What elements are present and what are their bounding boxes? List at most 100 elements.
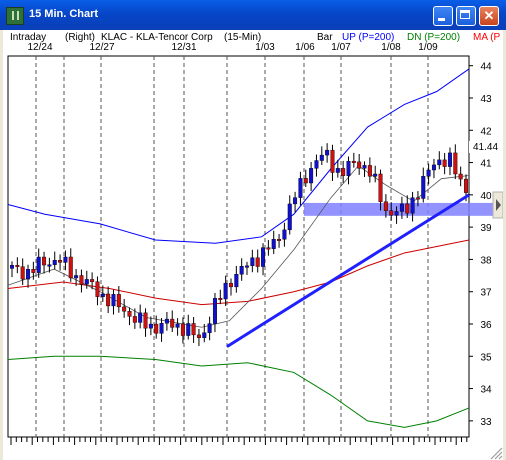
maximize-button[interactable] bbox=[456, 6, 476, 26]
x-tick-label: 1/03 bbox=[255, 42, 275, 53]
candle-up bbox=[164, 318, 169, 324]
last-price-box bbox=[469, 141, 503, 153]
candle-up bbox=[47, 264, 52, 267]
bar-legend-label: Bar bbox=[317, 32, 333, 43]
candle-down bbox=[351, 160, 356, 163]
y-tick-label: 40 bbox=[480, 191, 492, 202]
candle-down bbox=[357, 161, 362, 169]
window-title: 15 Min. Chart bbox=[29, 8, 99, 20]
candle-up bbox=[175, 323, 180, 328]
candle-up bbox=[319, 154, 324, 161]
candle-down bbox=[122, 306, 127, 312]
ma-line bbox=[7, 239, 470, 306]
candle-down bbox=[31, 269, 36, 273]
candle-down bbox=[196, 334, 201, 338]
x-date-labels: 12/24 12/27 12/31 1/03 1/06 1/07 1/08 1/09 bbox=[27, 42, 438, 53]
y-tick-label: 35 bbox=[480, 352, 492, 363]
last-price-marker: 41.44 bbox=[469, 141, 503, 153]
candle-up bbox=[346, 160, 351, 176]
candle-down bbox=[266, 247, 271, 250]
x-axis bbox=[10, 437, 468, 445]
vertical-grid bbox=[35, 56, 429, 437]
price-chart[interactable]: Intraday (Right) KLAC - KLA-Tencor Corp … bbox=[3, 30, 503, 460]
minimize-button[interactable] bbox=[433, 6, 453, 26]
candle-down bbox=[58, 260, 63, 263]
candle-up bbox=[325, 149, 330, 156]
mode-label: Intraday bbox=[10, 32, 46, 43]
candle-up bbox=[431, 164, 436, 171]
candle-down bbox=[116, 294, 121, 308]
candle-down bbox=[106, 293, 111, 307]
candle-down bbox=[415, 197, 420, 200]
plot-frame bbox=[7, 55, 470, 438]
candle-up bbox=[362, 165, 367, 169]
candle-down bbox=[154, 323, 159, 334]
scroll-right-arrow[interactable] bbox=[492, 191, 503, 219]
candle-down bbox=[191, 323, 196, 336]
close-icon: ✕ bbox=[483, 8, 495, 23]
y-tick-label: 37 bbox=[480, 288, 492, 299]
chart-app-icon[interactable] bbox=[6, 7, 24, 25]
y-tick-label: 41 bbox=[480, 159, 492, 170]
candle-up bbox=[36, 256, 41, 273]
x-tick-label: 12/31 bbox=[171, 42, 196, 53]
dn-band-line bbox=[7, 355, 470, 428]
candle-down bbox=[68, 256, 73, 279]
x-tick-label: 1/07 bbox=[331, 42, 351, 53]
candle-up bbox=[410, 197, 415, 214]
chevron-right-icon bbox=[496, 199, 501, 211]
ma-legend-label: MA (P bbox=[473, 32, 501, 43]
close-button[interactable]: ✕ bbox=[479, 6, 499, 26]
axis-side-label: (Right) bbox=[65, 32, 95, 43]
candle-down bbox=[132, 316, 137, 323]
candle-up bbox=[148, 323, 153, 329]
candle-up bbox=[186, 323, 191, 336]
candle-up bbox=[335, 168, 340, 173]
candle-up bbox=[282, 229, 287, 240]
last-price-label: 41.44 bbox=[473, 142, 498, 153]
candle-up bbox=[447, 152, 452, 167]
up-band-line bbox=[7, 68, 470, 244]
candle-up bbox=[26, 269, 31, 280]
trendline-group[interactable] bbox=[226, 193, 470, 348]
candle-up bbox=[293, 197, 298, 205]
candle-down bbox=[95, 281, 100, 297]
resize-grip-icon[interactable] bbox=[489, 446, 503, 460]
y-tick-label: 36 bbox=[480, 320, 492, 331]
dn-legend-label: DN (P=200) bbox=[407, 32, 460, 43]
candle-down bbox=[464, 178, 469, 193]
y-tick-labels: 33 34 35 36 37 38 39 40 41 42 43 44 bbox=[480, 62, 492, 428]
candle-down bbox=[127, 311, 132, 317]
candle-down bbox=[341, 168, 346, 176]
support-trendline bbox=[226, 193, 470, 348]
maximize-icon bbox=[457, 7, 475, 25]
candle-down bbox=[42, 256, 47, 266]
y-tick-label: 44 bbox=[480, 62, 492, 73]
candlestick-series bbox=[9, 143, 469, 346]
candle-up bbox=[421, 176, 426, 199]
candle-up bbox=[309, 168, 314, 184]
title-bar[interactable]: 15 Min. Chart ✕ bbox=[0, 0, 506, 30]
candle-up bbox=[426, 169, 431, 177]
candle-up bbox=[250, 257, 255, 267]
candle-down bbox=[180, 323, 185, 336]
candle-down bbox=[170, 318, 175, 328]
candle-up bbox=[437, 159, 442, 166]
x-tick-label: 1/09 bbox=[418, 42, 438, 53]
candle-down bbox=[405, 203, 410, 214]
chart-area[interactable]: Intraday (Right) KLAC - KLA-Tencor Corp … bbox=[3, 30, 503, 460]
candle-up bbox=[245, 265, 250, 268]
symbol-label: KLAC - KLA-Tencor Corp bbox=[101, 32, 213, 43]
candle-up bbox=[207, 323, 212, 333]
candle-down bbox=[383, 201, 388, 211]
candle-up bbox=[159, 323, 164, 334]
y-tick-label: 38 bbox=[480, 255, 492, 266]
candle-down bbox=[303, 178, 308, 184]
candle-up bbox=[261, 247, 266, 267]
candle-up bbox=[212, 298, 217, 324]
candle-up bbox=[287, 203, 292, 231]
plot-clip-group bbox=[7, 55, 503, 438]
interval-label: (15-Min) bbox=[224, 32, 261, 43]
candle-up bbox=[373, 173, 378, 177]
